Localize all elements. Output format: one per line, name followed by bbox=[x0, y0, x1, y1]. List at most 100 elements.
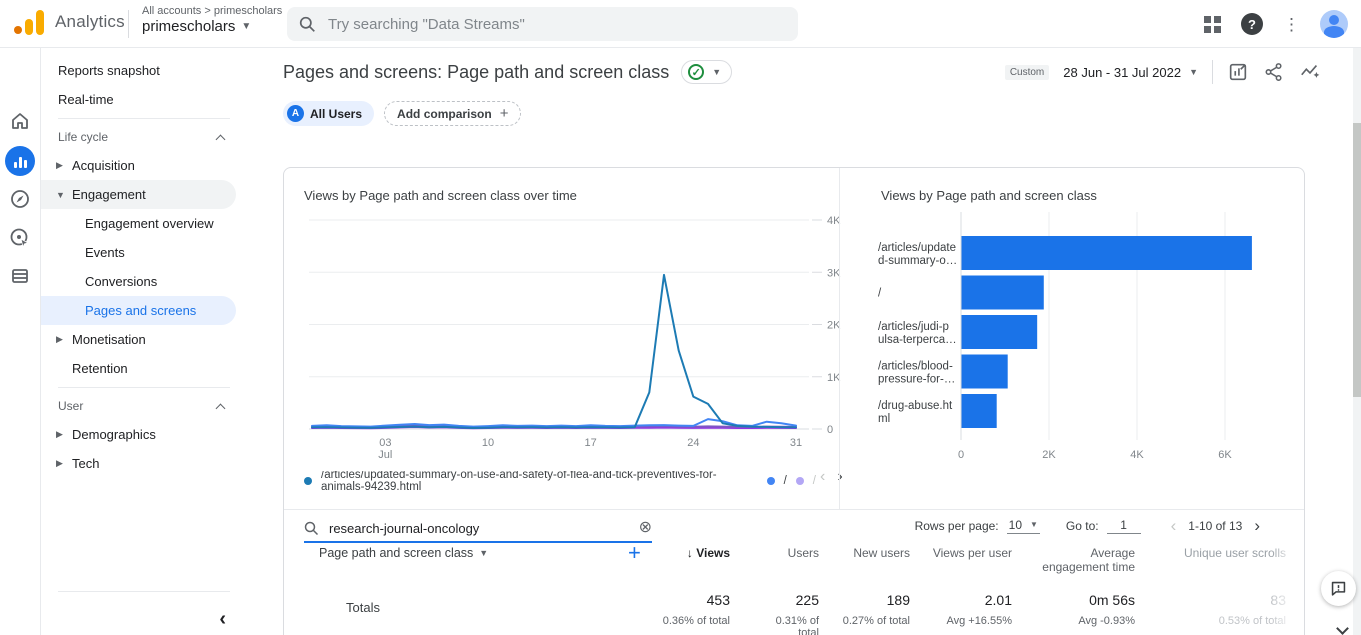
bar-chart-title: Views by Page path and screen class bbox=[881, 188, 1097, 203]
sidebar-item-reports-snapshot[interactable]: Reports snapshot bbox=[41, 56, 236, 85]
column-header-unique-user-scrolls[interactable]: Unique user scrolls bbox=[1183, 546, 1286, 560]
sidebar-item-pages-and-screens[interactable]: Pages and screens bbox=[41, 296, 236, 325]
svg-text:17: 17 bbox=[585, 437, 597, 449]
column-header-new-users[interactable]: New users bbox=[853, 546, 910, 560]
legend-dot-icon bbox=[795, 477, 804, 485]
svg-text:Jul: Jul bbox=[378, 449, 392, 461]
page-range: 1-10 of 13 bbox=[1188, 518, 1243, 533]
sidebar-item-monetisation[interactable]: ▶ Monetisation bbox=[41, 325, 236, 354]
global-search-input[interactable] bbox=[326, 14, 746, 34]
page-title: Pages and screens: Page path and screen … bbox=[283, 61, 670, 82]
sidebar-item-acquisition[interactable]: ▶ Acquisition bbox=[41, 151, 236, 180]
avatar[interactable] bbox=[1320, 10, 1348, 38]
library-icon[interactable] bbox=[10, 266, 30, 286]
chevron-down-icon[interactable]: ▼ bbox=[1189, 67, 1198, 77]
sidebar-item-engagement-overview[interactable]: Engagement overview bbox=[41, 209, 236, 238]
help-icon[interactable]: ? bbox=[1241, 13, 1263, 35]
svg-text:/: / bbox=[878, 288, 882, 300]
sidebar-item-engagement[interactable]: ▼ Engagement bbox=[41, 180, 236, 209]
dimension-column-header[interactable]: Page path and screen class ▼ bbox=[319, 546, 489, 560]
totals-sub-value: Avg -0.93% bbox=[1078, 615, 1135, 627]
column-header-users[interactable]: Users bbox=[787, 546, 819, 560]
apps-grid-icon[interactable] bbox=[1204, 15, 1221, 33]
table-search-input[interactable] bbox=[327, 519, 631, 537]
analytics-logo[interactable]: Analytics bbox=[14, 10, 125, 35]
prev-page-icon[interactable]: ‹ bbox=[1170, 516, 1177, 535]
column-header-average-engagement-time[interactable]: Average engagement time bbox=[1042, 546, 1135, 574]
caret-closed-icon: ▶ bbox=[56, 458, 63, 468]
advertising-icon[interactable] bbox=[10, 228, 30, 248]
sidebar-divider bbox=[58, 591, 230, 592]
reports-icon[interactable] bbox=[5, 146, 35, 176]
totals-value: 225 bbox=[795, 592, 819, 608]
totals-sub-value: 0.36% of total bbox=[662, 615, 730, 627]
account-name: primescholars bbox=[142, 18, 236, 35]
customise-report-icon[interactable] bbox=[1227, 61, 1249, 83]
legend-dot-icon bbox=[304, 477, 312, 485]
column-header-views-per-user[interactable]: Views per user bbox=[932, 546, 1012, 560]
sidebar-item-label: Acquisition bbox=[72, 158, 135, 173]
svg-text:2K: 2K bbox=[827, 320, 841, 332]
add-comparison-chip[interactable]: Add comparison + bbox=[384, 101, 522, 126]
sidebar-item-label: Events bbox=[85, 245, 125, 260]
share-icon[interactable] bbox=[1263, 61, 1285, 83]
collapse-sidebar-icon[interactable]: ‹ bbox=[219, 608, 226, 630]
totals-sub-value: 0.27% of total bbox=[842, 615, 910, 627]
feedback-icon bbox=[1331, 581, 1346, 596]
feedback-button[interactable] bbox=[1321, 571, 1356, 606]
comparison-a-icon: A bbox=[287, 105, 304, 122]
sidebar-item-conversions[interactable]: Conversions bbox=[41, 267, 236, 296]
account-switcher[interactable]: All accounts > primescholars primeschola… bbox=[142, 5, 282, 35]
sidebar-item-events[interactable]: Events bbox=[41, 238, 236, 267]
next-page-icon[interactable]: › bbox=[1254, 516, 1260, 535]
legend-label: /articles/updated-summary-on-use-and-saf… bbox=[321, 471, 717, 491]
sidebar-item-demographics[interactable]: ▶ Demographics bbox=[41, 420, 236, 449]
svg-text:10: 10 bbox=[482, 437, 494, 449]
report-card: Views by Page path and screen class over… bbox=[283, 167, 1305, 635]
sidebar-item-retention[interactable]: Retention bbox=[41, 354, 236, 383]
plus-icon: + bbox=[499, 105, 509, 122]
sidebar-item-label: Demographics bbox=[72, 427, 156, 442]
home-icon[interactable] bbox=[10, 111, 30, 131]
verified-check-icon: ✓ bbox=[688, 64, 705, 80]
sidebar-item-label: Monetisation bbox=[72, 332, 146, 347]
all-users-chip[interactable]: A All Users bbox=[283, 101, 375, 126]
sidebar-divider bbox=[58, 387, 230, 388]
sidebar-item-tech[interactable]: ▶ Tech bbox=[41, 449, 236, 478]
scrollbar-thumb[interactable] bbox=[1353, 123, 1361, 397]
legend-label: / bbox=[812, 475, 816, 487]
sidebar-section-user[interactable]: User bbox=[41, 392, 240, 420]
sidebar-section-life-cycle[interactable]: Life cycle bbox=[41, 123, 240, 151]
clear-search-icon[interactable]: ⊗ bbox=[638, 519, 652, 536]
svg-text:24: 24 bbox=[687, 437, 699, 449]
svg-text:31: 31 bbox=[790, 437, 802, 449]
legend-prev-icon[interactable]: ‹ bbox=[820, 468, 826, 485]
add-column-icon[interactable]: + bbox=[628, 540, 641, 565]
svg-text:4K: 4K bbox=[827, 215, 841, 227]
report-status-badge[interactable]: ✓ ▼ bbox=[681, 60, 733, 84]
totals-value: 2.01 bbox=[984, 592, 1012, 608]
chevron-up-icon bbox=[215, 403, 226, 414]
table-search[interactable]: ⊗ bbox=[304, 515, 652, 543]
svg-text:1K: 1K bbox=[827, 372, 841, 384]
legend-dot-icon bbox=[766, 477, 775, 485]
svg-text:/drug-abuse.html: /drug-abuse.ht ml bbox=[878, 400, 953, 425]
global-search[interactable] bbox=[287, 7, 798, 41]
date-range-selector[interactable]: 28 Jun - 31 Jul 2022 bbox=[1063, 64, 1182, 80]
section-header-label: Life cycle bbox=[58, 130, 109, 144]
go-to-page-input[interactable]: 1 bbox=[1106, 518, 1141, 534]
caret-closed-icon: ▶ bbox=[56, 160, 63, 170]
scroll-down-icon[interactable] bbox=[1336, 622, 1349, 635]
column-header-views[interactable]: ↓ Views bbox=[686, 546, 730, 560]
explore-icon[interactable] bbox=[10, 189, 30, 209]
insights-icon[interactable] bbox=[1299, 61, 1321, 83]
svg-text:/articles/blood-pressure-for-…: /articles/blood-pressure-for-… bbox=[878, 361, 955, 386]
sidebar-item-real-time[interactable]: Real-time bbox=[41, 85, 236, 114]
rows-per-page-select[interactable]: 10 ▼ bbox=[1006, 517, 1040, 534]
chevron-down-icon: ▼ bbox=[479, 548, 489, 558]
analytics-logo-icon bbox=[14, 26, 22, 34]
line-chart-title: Views by Page path and screen class over… bbox=[304, 188, 577, 203]
more-vertical-icon[interactable]: ⋮ bbox=[1283, 14, 1300, 34]
